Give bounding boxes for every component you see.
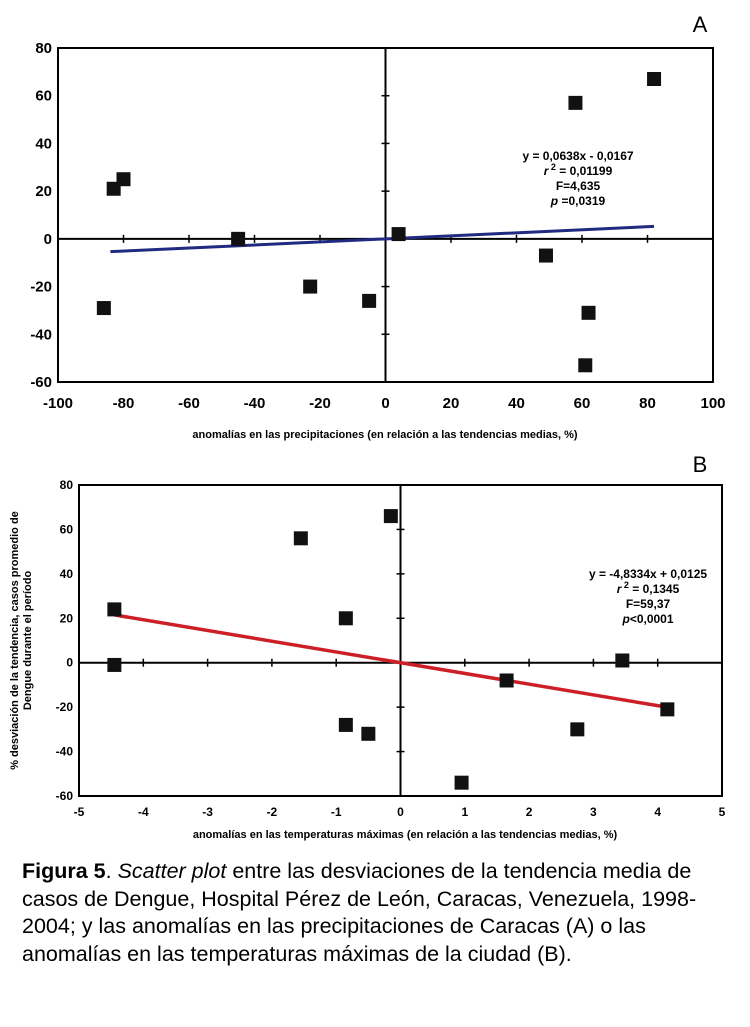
figure-canvas: -100 -80 -60 -40 -20 0 20 40 60 80 100-60-40-20020… <box>9 12 726 841</box>
equation-line: F=4,635 <box>556 179 601 193</box>
data-point <box>499 673 514 688</box>
y-axis-label: % desviación de la tendencia, casos prom… <box>9 511 34 770</box>
x-tick-label: 100 <box>700 395 725 412</box>
data-point <box>293 531 308 546</box>
data-point <box>454 775 469 790</box>
x-tick-label: 20 <box>443 395 460 412</box>
data-point <box>303 279 318 294</box>
trend-line <box>110 224 655 254</box>
y-tick-label: -20 <box>56 700 74 714</box>
y-tick-label: -20 <box>30 279 52 296</box>
equation-line: r 2 = 0,1345 <box>617 580 680 596</box>
y-tick-label: -40 <box>30 326 52 343</box>
data-point <box>107 602 122 617</box>
data-point <box>361 726 376 741</box>
y-axis-label-line: % desviación de la tendencia, casos prom… <box>9 511 21 770</box>
data-point <box>362 293 377 308</box>
data-point <box>338 717 353 732</box>
x-tick-label: 5 <box>719 805 726 819</box>
equation-line: y = -4,8334x + 0,0125 <box>589 567 707 581</box>
y-tick-label: 40 <box>60 567 74 581</box>
x-tick-label: 2 <box>526 805 533 819</box>
x-tick-label: 0 <box>381 395 389 412</box>
trend-line <box>114 613 668 709</box>
y-tick-label: -40 <box>56 745 74 759</box>
y-tick-label: 0 <box>66 656 73 670</box>
y-tick-label: 40 <box>35 135 52 152</box>
panel-letter: B <box>693 452 708 477</box>
x-tick-label: -3 <box>202 805 213 819</box>
x-tick-label: -4 <box>138 805 149 819</box>
data-point <box>570 722 585 737</box>
y-tick-label: 60 <box>60 522 74 536</box>
panel-a-chart: -100 -80 -60 -40 -20 0 20 40 60 80 100 -60 -40 -20 0 20… <box>30 12 725 441</box>
x-tick-label: -5 <box>74 805 85 819</box>
x-tick-label: -80 <box>113 395 135 412</box>
data-point <box>116 172 131 187</box>
x-tick-label: 0 <box>397 805 404 819</box>
x-tick-label: -40 <box>244 395 266 412</box>
equation-line: y = 0,0638x - 0,0167 <box>522 149 633 163</box>
data-point <box>647 72 662 87</box>
y-tick-label: 80 <box>60 478 74 492</box>
x-tick-label: 80 <box>639 395 656 412</box>
caption-label: Figura 5 <box>22 859 106 883</box>
data-point <box>538 248 553 263</box>
data-point <box>231 231 246 246</box>
y-tick-label: 20 <box>60 611 74 625</box>
panel-b-chart: -5 -4 -3 -2 -1 0 1 2 3 4 5 -60 -40 -20 0 20 40 60 80 Banoma… <box>9 452 726 841</box>
x-tick-label: -60 <box>178 395 200 412</box>
equation-line: r 2 = 0,01199 <box>544 162 613 178</box>
data-point <box>391 227 406 242</box>
caption-separator: . <box>105 859 118 883</box>
y-axis-label-line: Dengue durante el período <box>22 571 34 711</box>
panel-letter: A <box>693 12 708 37</box>
equation-line: F=59,37 <box>626 597 671 611</box>
x-tick-label: 60 <box>574 395 591 412</box>
x-tick-label: -20 <box>309 395 331 412</box>
figure-caption: Figura 5. Scatter plot entre las desviac… <box>22 858 732 968</box>
caption-text: entre las desviaciones de la tendencia m… <box>22 859 697 966</box>
y-tick-label: -60 <box>30 374 52 391</box>
data-point <box>338 611 353 626</box>
data-point <box>383 509 398 524</box>
y-tick-label: -60 <box>56 789 74 803</box>
x-tick-label: 3 <box>590 805 597 819</box>
x-tick-label: 4 <box>654 805 661 819</box>
data-point <box>96 301 111 316</box>
data-point <box>578 358 593 373</box>
x-tick-label: -1 <box>331 805 342 819</box>
data-point <box>581 305 596 320</box>
x-axis-label: anomalías en las precipitaciones (en rel… <box>192 429 577 441</box>
y-tick-label: 0 <box>44 231 52 248</box>
data-point <box>107 657 122 672</box>
y-tick-label: 80 <box>35 40 52 57</box>
x-tick-label: 40 <box>508 395 525 412</box>
x-tick-label: -100 <box>43 395 73 412</box>
data-point <box>568 95 583 110</box>
x-axis-label: anomalías en las temperaturas máximas (e… <box>193 829 618 841</box>
data-point <box>660 702 675 717</box>
equation-line: p<0,0001 <box>621 612 673 626</box>
caption-emphasis: Scatter plot <box>117 859 227 883</box>
equation-line: p =0,0319 <box>550 194 606 208</box>
y-tick-label: 60 <box>35 88 52 105</box>
y-tick-label: 20 <box>35 183 52 200</box>
data-point <box>615 653 630 668</box>
x-tick-label: 1 <box>461 805 468 819</box>
x-tick-label: -2 <box>267 805 278 819</box>
